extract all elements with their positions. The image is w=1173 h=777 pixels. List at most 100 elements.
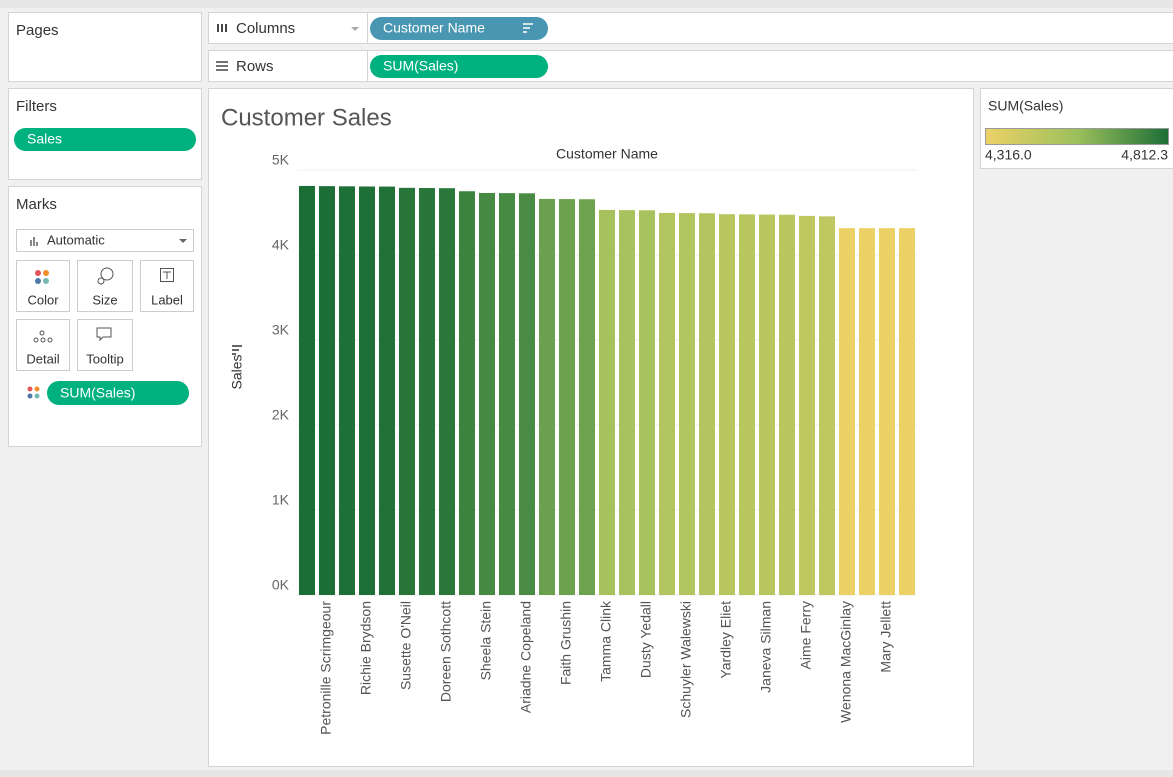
bar xyxy=(579,199,595,596)
pages-title: Pages xyxy=(16,22,59,39)
bar xyxy=(899,228,915,595)
legend-title: SUM(Sales) xyxy=(988,98,1063,114)
x-tick-label: Ariadne Copeland xyxy=(518,601,534,713)
bar xyxy=(619,210,635,595)
tooltip-button-label: Tooltip xyxy=(86,351,124,366)
bar xyxy=(359,186,375,596)
rows-shelf xyxy=(208,50,1173,82)
bar xyxy=(439,188,455,595)
x-tick-label: Faith Grushin xyxy=(558,601,574,685)
bar xyxy=(339,186,355,595)
bar xyxy=(839,228,855,595)
columns-label: Columns xyxy=(236,20,295,37)
label-button-label: Label xyxy=(151,292,183,307)
columns-pill[interactable] xyxy=(370,17,548,40)
color-button[interactable] xyxy=(16,260,70,312)
bar xyxy=(319,186,335,595)
y-tick-label: 4K xyxy=(272,237,290,253)
legend-gradient xyxy=(985,128,1169,145)
pages-panel[interactable] xyxy=(8,12,202,82)
x-tick-label: Petronille Scrimgeour xyxy=(318,601,334,735)
bar xyxy=(299,185,315,595)
rows-pill[interactable] xyxy=(370,55,548,78)
bar xyxy=(659,212,675,596)
bar xyxy=(699,213,715,595)
x-tick-label: Susette O'Neil xyxy=(398,601,414,690)
marks-title: Marks xyxy=(16,196,57,213)
bar xyxy=(459,191,475,595)
color-icon xyxy=(35,270,49,284)
bar xyxy=(539,198,555,595)
color-encoding-icon xyxy=(27,386,40,399)
chart-title: Customer Sales xyxy=(221,104,392,131)
bar xyxy=(479,192,495,595)
bar xyxy=(639,210,655,596)
bar xyxy=(739,214,755,595)
x-tick-label: Aime Ferry xyxy=(798,601,814,669)
color-button-label: Color xyxy=(27,292,59,307)
x-tick-label: Janeva Silman xyxy=(758,601,774,693)
legend-min: 4,316.0 xyxy=(985,147,1032,163)
detail-button[interactable] xyxy=(16,319,70,371)
legend-max: 4,812.3 xyxy=(1121,147,1168,163)
bar xyxy=(859,228,875,595)
x-tick-label: Wenona MacGinlay xyxy=(838,601,854,723)
x-tick-label: Dusty Yedall xyxy=(638,601,654,678)
rows-icon xyxy=(216,61,228,71)
mark-type-dropdown[interactable] xyxy=(16,229,194,252)
label-icon-t xyxy=(163,271,171,279)
y-tick-label: 3K xyxy=(272,322,290,338)
size-button[interactable] xyxy=(77,260,133,312)
rows-label: Rows xyxy=(236,58,274,75)
size-icon xyxy=(97,267,114,285)
bar xyxy=(719,214,735,595)
columns-pill-label: Customer Name xyxy=(383,20,485,36)
columns-arrow xyxy=(351,27,359,31)
bar-icon xyxy=(30,237,38,246)
mark-type-label: Automatic xyxy=(47,232,105,247)
columns-shelf xyxy=(208,12,1173,44)
x-tick-label: Yardley Eliet xyxy=(718,601,734,679)
x-tick-label: Tamma Clink xyxy=(598,600,614,682)
bar xyxy=(419,188,435,595)
x-tick-label: Schuyler Walewski xyxy=(678,601,694,718)
x-tick-label: Doreen Sothcott xyxy=(438,601,454,702)
bar xyxy=(799,215,815,595)
marks-panel xyxy=(8,186,202,447)
detail-icon xyxy=(33,330,53,343)
bar xyxy=(399,187,415,595)
x-tick-label: Mary Jellett xyxy=(878,601,894,673)
y-tick-label: 0K xyxy=(272,577,290,593)
y-sort-icon xyxy=(232,345,242,355)
bar xyxy=(559,199,575,595)
label-icon xyxy=(160,268,174,282)
dropdown-arrow xyxy=(179,239,187,243)
bar xyxy=(599,209,615,595)
detail-button-label: Detail xyxy=(26,351,59,366)
marks-pill[interactable] xyxy=(47,381,189,405)
y-axis-title: Sales xyxy=(229,354,245,389)
filter-pill[interactable] xyxy=(14,128,196,151)
x-tick-label: Sheela Stein xyxy=(478,601,494,680)
columns-icon xyxy=(217,24,227,32)
y-tick-label: 5K xyxy=(272,152,290,168)
bar xyxy=(499,193,515,595)
size-button-label: Size xyxy=(92,292,117,307)
marks-pill-label: SUM(Sales) xyxy=(60,385,135,401)
tab-strip xyxy=(0,0,1173,8)
filter-pill-label: Sales xyxy=(27,131,62,147)
bar xyxy=(879,228,895,595)
sort-icon xyxy=(523,23,533,33)
bar xyxy=(819,216,835,595)
x-axis-title: Customer Name xyxy=(556,146,658,162)
bar xyxy=(679,213,695,595)
bottom-strip xyxy=(0,770,1173,777)
bar xyxy=(759,214,775,596)
bar xyxy=(379,186,395,595)
y-tick-label: 2K xyxy=(272,407,290,423)
filters-title: Filters xyxy=(16,98,57,115)
tooltip-icon xyxy=(96,327,112,342)
bar xyxy=(519,193,535,596)
rows-pill-label: SUM(Sales) xyxy=(383,58,458,74)
